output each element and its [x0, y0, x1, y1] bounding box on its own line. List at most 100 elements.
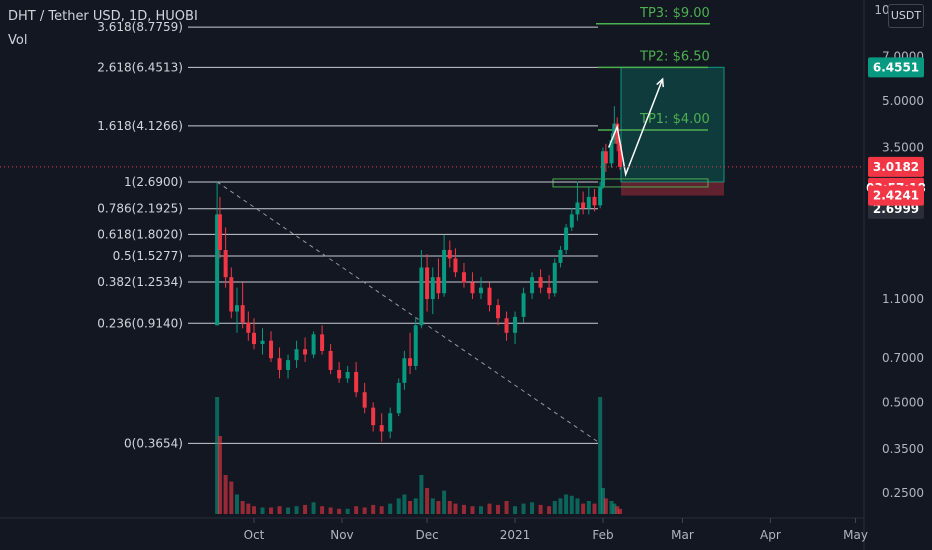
take-profit-label: TP1: $4.00: [639, 112, 710, 127]
candle-body: [552, 262, 557, 294]
candle-body: [252, 332, 256, 345]
volume-bar: [311, 502, 316, 514]
candle-body: [564, 227, 569, 250]
candle-body: [442, 249, 447, 294]
take-profit-label: TP2: $6.50: [639, 49, 710, 64]
stop-zone: [621, 181, 724, 196]
volume-bar: [487, 503, 492, 514]
volume-bar: [277, 506, 282, 514]
candle-body: [436, 277, 441, 294]
volume-bar: [396, 498, 401, 514]
candle-body: [277, 358, 282, 370]
trend-line[interactable]: [216, 181, 601, 444]
candle-body: [345, 372, 350, 379]
candle-body: [603, 151, 608, 164]
candle-body: [362, 392, 367, 408]
time-tick-label: May: [843, 528, 868, 542]
candle-body: [408, 358, 413, 366]
volume-bar: [601, 488, 605, 514]
volume-bar: [496, 504, 501, 514]
fib-level-label: 2.618(6.4513): [97, 60, 183, 74]
volume-bar: [581, 503, 586, 514]
volume-bar: [240, 501, 245, 514]
volume-bar: [575, 498, 580, 514]
fibonacci-retracement[interactable]: 3.618(8.7759) 2.618(6.4513) 1.618(4.1266) 1…: [97, 20, 598, 450]
fib-level-label: 3.618(8.7759): [97, 20, 183, 34]
volume-legend: Vol: [8, 33, 28, 48]
candle-body: [453, 258, 458, 273]
volume-bar: [598, 397, 603, 514]
volume-bar: [436, 501, 441, 514]
candle-body: [487, 287, 492, 306]
volume-bar: [269, 507, 274, 514]
currency-selector[interactable]: USDT: [888, 4, 924, 28]
candle-body: [413, 325, 418, 366]
volume-bars: [215, 397, 623, 514]
candle-body: [609, 140, 614, 164]
price-badge-label: 3.0182: [873, 160, 919, 174]
price-tick-label: 0.2500: [882, 486, 924, 500]
volume-bar: [615, 506, 620, 514]
candle-body: [379, 425, 384, 432]
candle-body: [521, 293, 526, 317]
candle-body: [569, 214, 574, 228]
price-tick-label: 0.5000: [882, 395, 924, 409]
projection-path[interactable]: [607, 77, 664, 178]
volume-bar: [547, 506, 552, 514]
volume-bar: [447, 501, 452, 514]
price-tick-label: 1.1000: [882, 292, 924, 306]
volume-bar: [388, 503, 393, 514]
candle-body: [215, 214, 220, 326]
candle-body: [425, 267, 430, 300]
volume-bar: [504, 501, 509, 514]
time-tick-label: Nov: [330, 528, 353, 542]
volume-bar: [229, 481, 234, 514]
candle-body: [337, 369, 342, 379]
candle-body: [601, 151, 605, 187]
volume-bar: [234, 494, 239, 514]
candle-body: [618, 143, 623, 167]
volume-bar: [612, 503, 617, 514]
price-badge-bg: [868, 156, 924, 177]
candle-body: [496, 305, 501, 319]
time-tick-label: Mar: [671, 528, 694, 542]
candle-body: [504, 318, 509, 333]
fib-level-label: 0.618(1.8020): [97, 227, 183, 241]
volume-bar: [215, 397, 220, 514]
chart-title: DHT / Tether USD, 1D, HUOBI: [8, 9, 198, 24]
volume-bar: [521, 503, 526, 514]
candle-body: [303, 349, 308, 355]
long-position-zone[interactable]: [552, 66, 725, 196]
candle-body: [530, 277, 535, 294]
fib-level-label: 0.5(1.5277): [113, 249, 183, 263]
volume-bar: [337, 508, 342, 514]
volume-bar: [592, 503, 597, 514]
fib-level-label: 0.236(0.9140): [97, 316, 183, 330]
candle-body: [320, 334, 325, 351]
take-profit-lines[interactable]: TP3: $9.00 TP2: $6.50 TP1: $4.00: [596, 6, 710, 131]
candle-body: [388, 413, 393, 432]
time-axis[interactable]: Oct Nov Dec 2021 Feb Mar Apr May: [244, 518, 868, 542]
volume-bar: [586, 501, 591, 514]
candle-body: [229, 277, 234, 312]
fib-level-label: 0.786(2.1925): [97, 202, 183, 216]
candle-body: [470, 282, 475, 294]
volume-bar: [328, 507, 333, 514]
candle-body: [371, 407, 376, 426]
candle-body: [223, 249, 228, 278]
volume-bar: [430, 498, 435, 514]
fib-level-label: 0(0.3654): [124, 436, 183, 450]
candle-body: [269, 340, 274, 359]
volume-bar: [402, 494, 407, 514]
candle-body: [328, 350, 333, 370]
candle-body: [430, 277, 435, 300]
entry-box: [552, 178, 709, 188]
profit-zone: [620, 66, 725, 183]
volume-bar: [603, 498, 608, 514]
take-profit-label: TP3: $9.00: [639, 6, 710, 21]
price-tick-label: 0.3500: [882, 442, 924, 456]
candle-body: [592, 196, 597, 206]
price-tick-label: 0.7000: [882, 351, 924, 365]
volume-bar: [286, 507, 291, 514]
